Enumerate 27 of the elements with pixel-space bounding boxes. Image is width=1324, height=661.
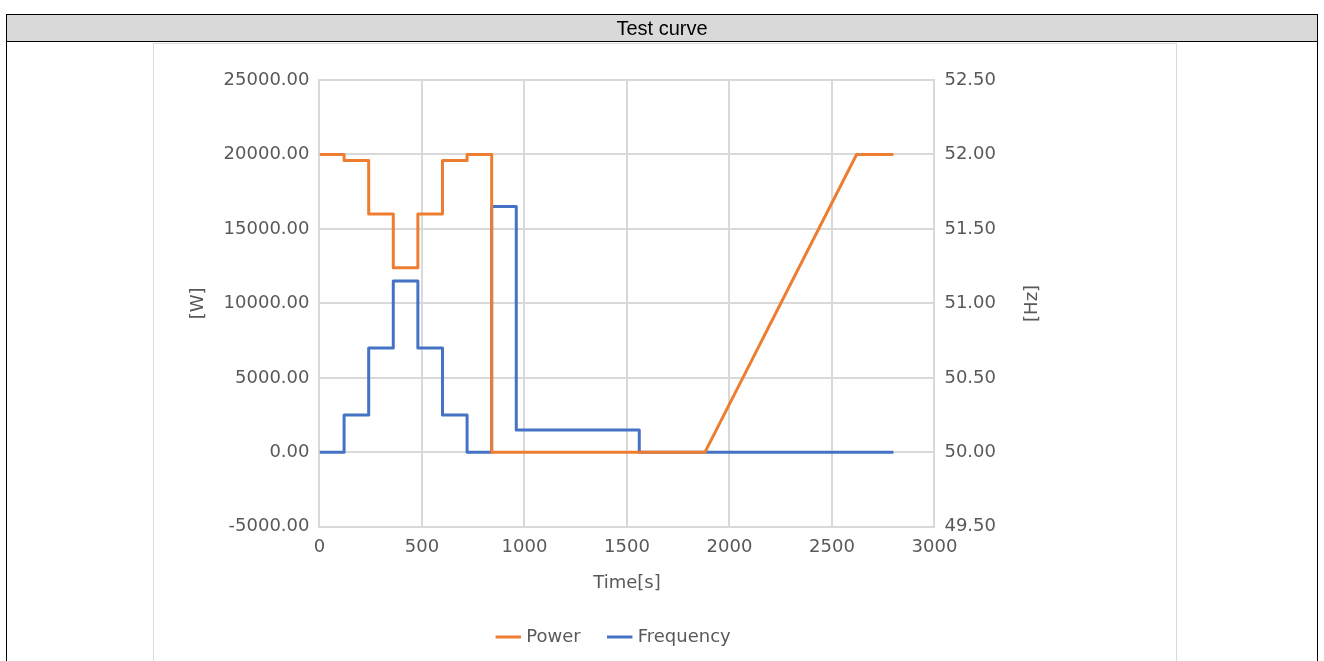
x-tick-label: 500 (404, 535, 440, 557)
x-tick-label: 0 (313, 535, 326, 557)
chart-title: Test curve (7, 15, 1317, 42)
y-axis-title: [W] (186, 287, 208, 320)
y2-tick-label: 50.00 (944, 440, 996, 462)
y-tick-label: 0.00 (269, 440, 310, 462)
y2-tick-label: 52.50 (944, 67, 996, 89)
y-tick-label: -5000.00 (228, 514, 310, 536)
legend-label: Frequency (637, 624, 732, 646)
x-tick-label: 2500 (809, 535, 855, 557)
y2-tick-label: 52.00 (944, 142, 996, 164)
y-tick-label: 15000.00 (223, 216, 310, 238)
legend-label: Power (526, 624, 582, 646)
y2-tick-label: 50.50 (944, 365, 996, 387)
y-tick-label: 20000.00 (223, 142, 310, 164)
y-tick-label: 25000.00 (223, 67, 310, 89)
y2-tick-label: 51.50 (944, 216, 996, 238)
y2-axis-title: [Hz] (1019, 284, 1041, 322)
y2-tick-label: 51.00 (944, 291, 996, 313)
x-tick-label: 3000 (911, 535, 958, 557)
y-tick-label: 10000.00 (223, 291, 310, 313)
x-tick-label: 2000 (706, 535, 753, 557)
y-tick-label: 5000.00 (235, 365, 310, 387)
x-tick-label: 1000 (501, 535, 548, 557)
x-tick-label: 1500 (604, 535, 650, 557)
y2-tick-label: 49.50 (944, 514, 996, 536)
x-axis-title: Time[s] (592, 570, 661, 592)
